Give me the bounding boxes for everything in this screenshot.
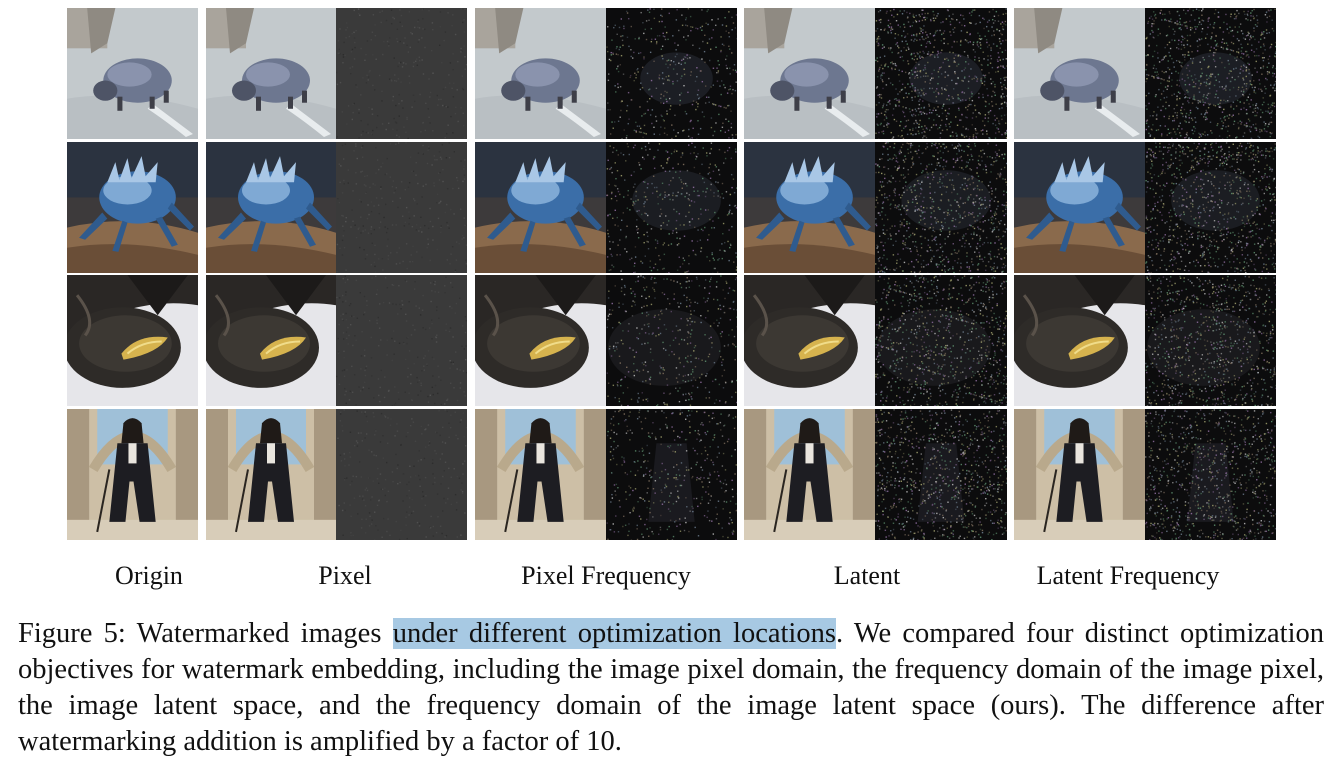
image-bowl-latent-frequency [1014,275,1145,406]
image-bowl-pixel [206,275,336,406]
caption-label: Figure 5: [18,618,126,649]
caption-text-start: Watermarked images [136,618,393,649]
column-label-latent-frequency: Latent Frequency [1036,561,1220,590]
image-creature-pixel-diff [336,8,467,139]
caption-text-end: . We compared four distinct optimization… [18,618,1325,757]
image-man-latent-diff [875,409,1007,540]
image-man-latent-frequency-diff [1145,409,1276,540]
figure-caption: Figure 5: Watermarked images under diffe… [18,616,1324,760]
image-man-pixel [206,409,336,540]
image-bowl-pixel-frequency-diff [606,275,737,406]
caption-highlight: under different optimization locations [392,618,836,649]
column-label-latent: Latent [833,561,901,590]
image-monster-latent-frequency-diff [1145,142,1276,273]
column-label-pixel: Pixel [318,561,372,590]
figure-grid [67,8,1276,540]
image-bowl-pixel-frequency [475,275,606,406]
image-creature-pixel-frequency [475,8,606,139]
image-bowl-origin [67,275,198,406]
image-monster-pixel-diff [336,142,467,273]
image-creature-latent [744,8,875,139]
image-bowl-latent-diff [875,275,1007,406]
image-man-latent [744,409,875,540]
image-creature-pixel [206,8,336,139]
image-bowl-pixel-diff [336,275,467,406]
image-creature-pixel-frequency-diff [606,8,737,139]
image-creature-latent-diff [875,8,1007,139]
image-man-origin [67,409,198,540]
column-label-origin: Origin [115,561,183,590]
image-creature-origin [67,8,198,139]
image-man-pixel-frequency-diff [606,409,737,540]
image-monster-latent [744,142,875,273]
image-monster-origin [67,142,198,273]
image-monster-pixel-frequency [475,142,606,273]
image-bowl-latent [744,275,875,406]
image-bowl-latent-frequency-diff [1145,275,1276,406]
image-man-pixel-diff [336,409,467,540]
image-monster-latent-frequency [1014,142,1145,273]
image-man-latent-frequency [1014,409,1145,540]
column-label-pixel-frequency: Pixel Frequency [521,561,691,590]
image-creature-latent-frequency [1014,8,1145,139]
image-creature-latent-frequency-diff [1145,8,1276,139]
image-monster-pixel-frequency-diff [606,142,737,273]
image-monster-latent-diff [875,142,1007,273]
image-man-pixel-frequency [475,409,606,540]
image-monster-pixel [206,142,336,273]
